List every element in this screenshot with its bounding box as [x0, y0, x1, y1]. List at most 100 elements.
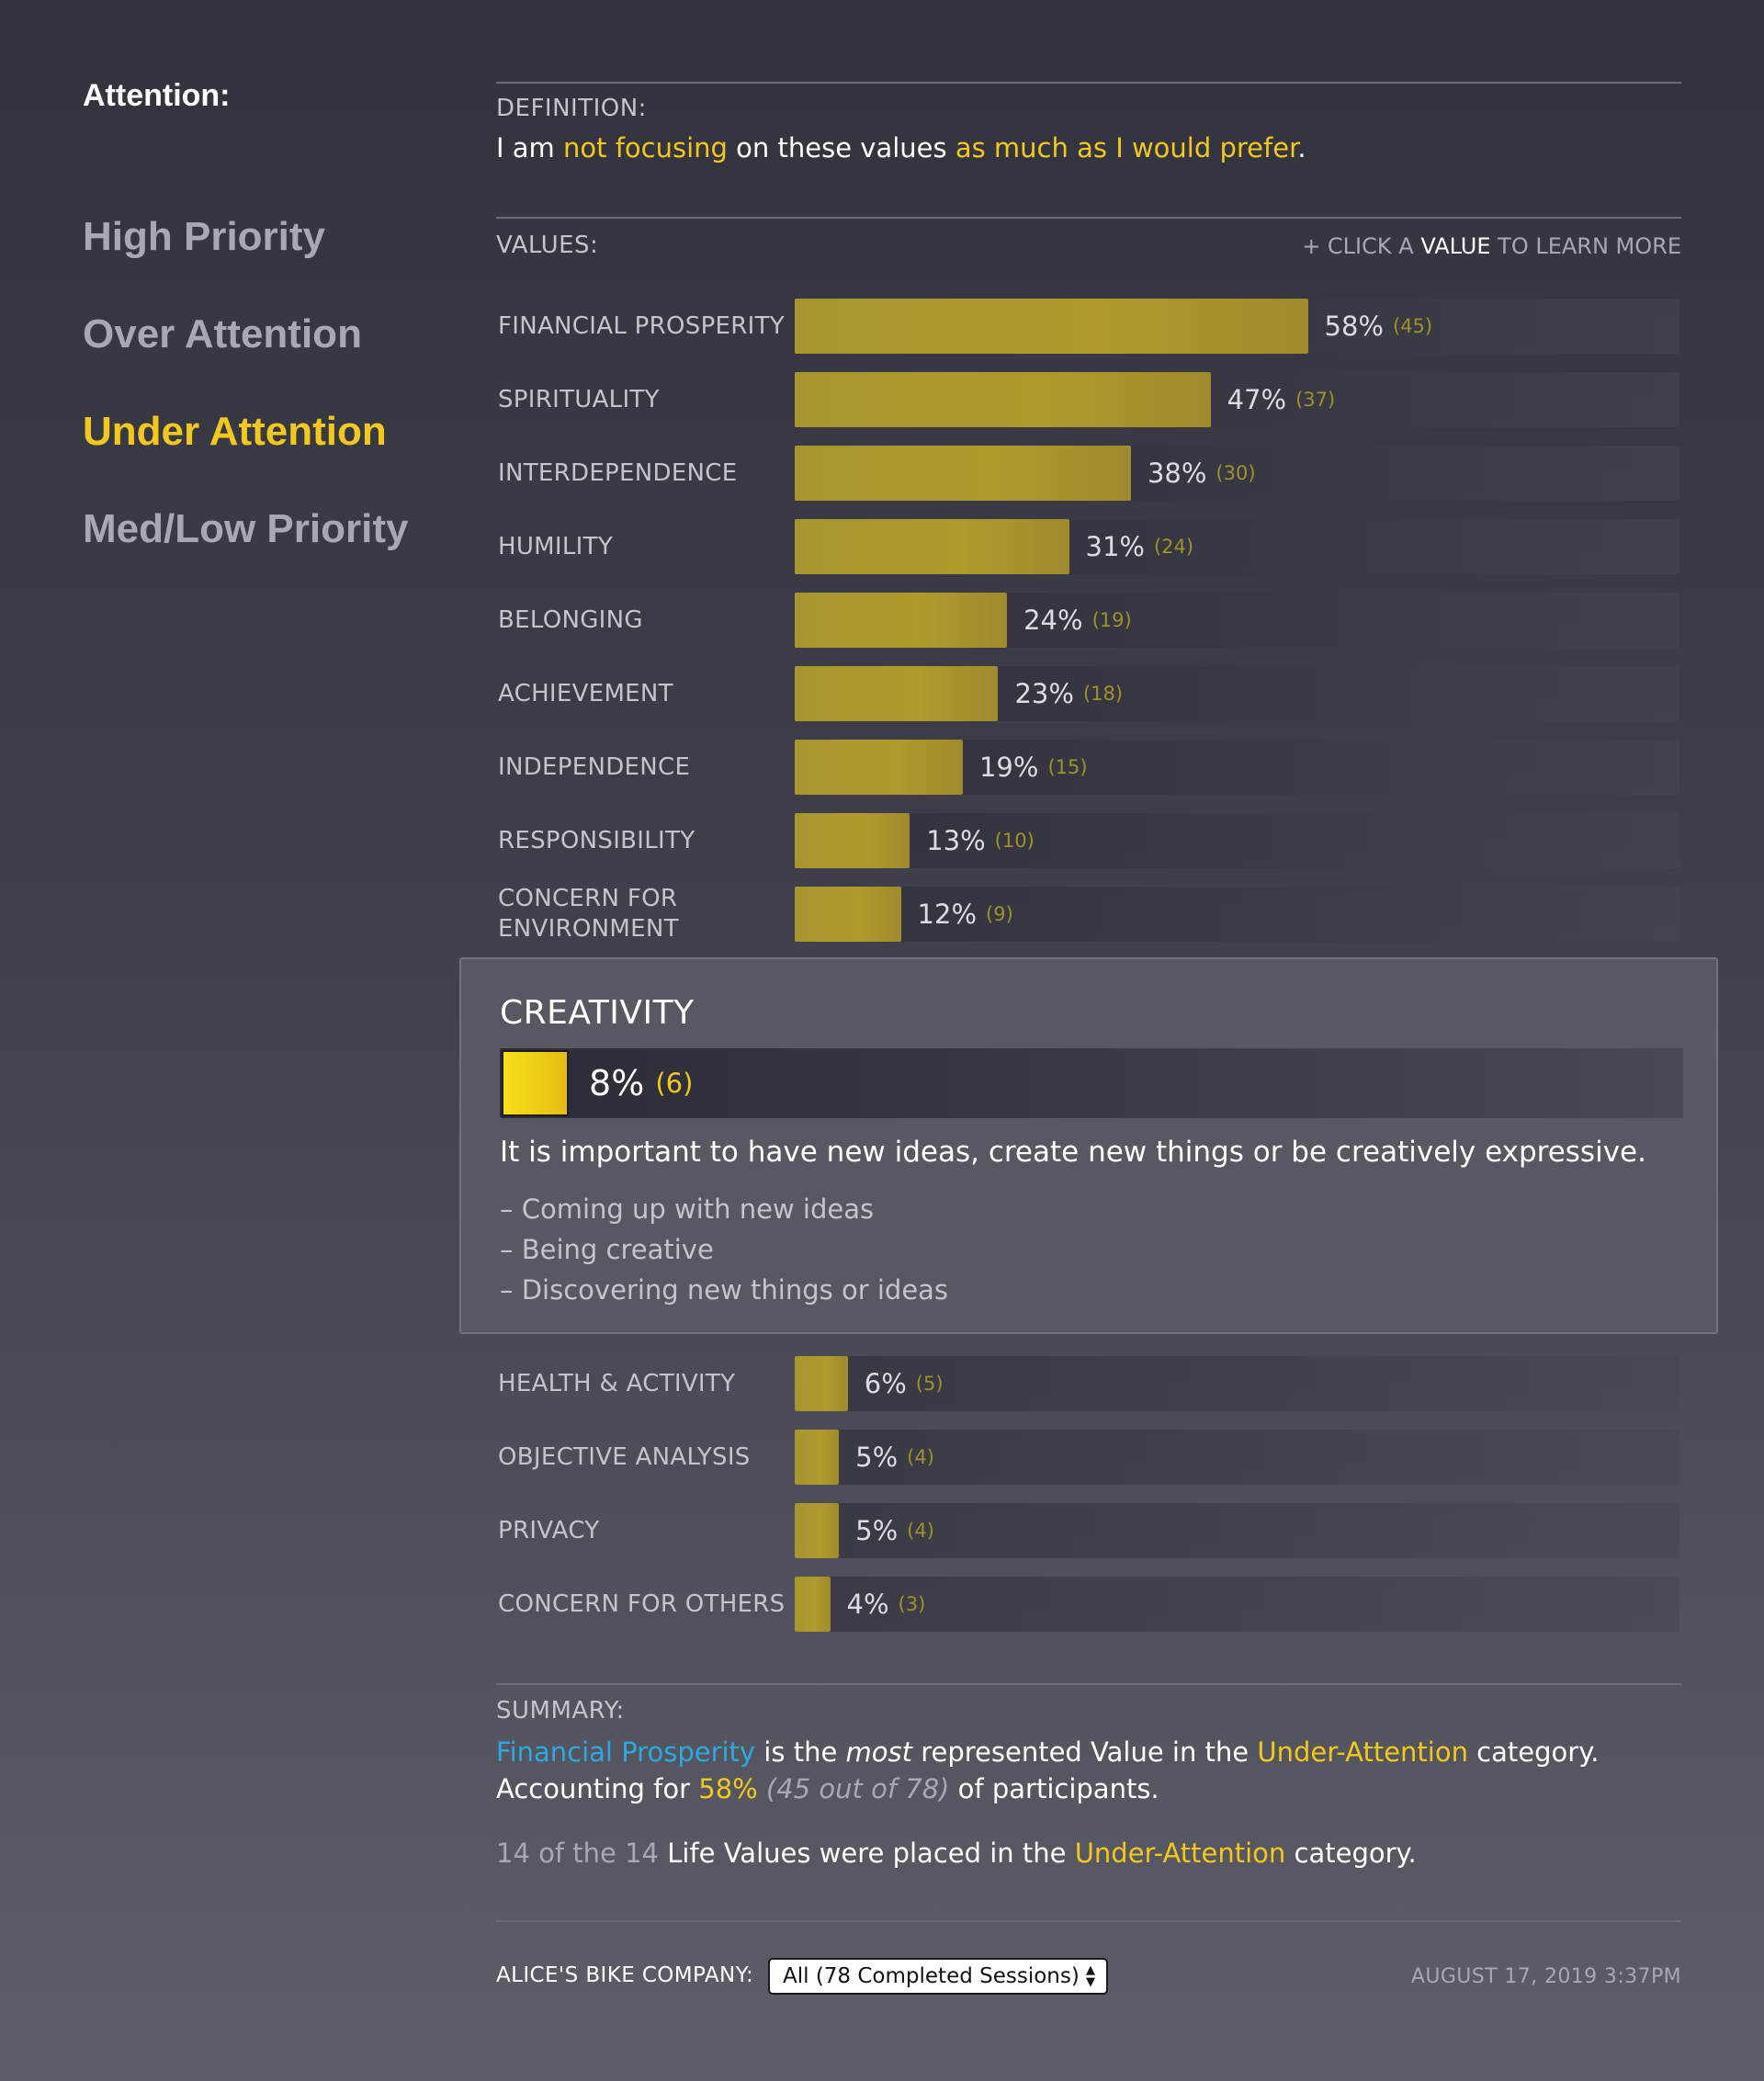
value-row[interactable]: INTERDEPENDENCE 38% (30): [496, 446, 1681, 501]
value-row[interactable]: ACHIEVEMENT 23% (18): [496, 666, 1681, 721]
value-row[interactable]: CONCERN FOR OTHERS 4% (3): [496, 1577, 1681, 1632]
data-label: 23% (18): [1014, 666, 1123, 721]
data-label: 47% (37): [1227, 372, 1336, 427]
value-detail-panel[interactable]: CREATIVITY 8% (6) It is important to have…: [459, 957, 1718, 1334]
percent-label: 47%: [1227, 384, 1287, 415]
count-label: (5): [915, 1373, 944, 1395]
report-date: AUGUST 17, 2019 3:37PM: [1410, 1965, 1681, 1988]
percent-label: 23%: [1014, 678, 1074, 709]
bar: [795, 1503, 840, 1558]
session-select[interactable]: All (78 Completed Sessions) ▲ ▼: [768, 1958, 1108, 1995]
summary-line-3: 14 of the 14 Life Values were placed in …: [496, 1838, 1417, 1869]
count-label: (37): [1295, 389, 1336, 411]
bar-track: 13% (10): [795, 813, 1679, 868]
value-label: HEALTH & ACTIVITY: [498, 1369, 736, 1397]
bar-track: 5% (4): [795, 1430, 1679, 1485]
bar: [795, 813, 910, 868]
count-label: (4): [907, 1446, 934, 1468]
bar: [795, 887, 901, 942]
detail-description: It is important to have new ideas, creat…: [500, 1136, 1646, 1169]
count-label: (45): [1393, 315, 1433, 337]
bar: [795, 1430, 840, 1485]
value-label: RESPONSIBILITY: [498, 826, 695, 854]
data-label: 38% (30): [1148, 446, 1256, 501]
percent-label: 24%: [1023, 605, 1083, 636]
value-label: PRIVACY: [498, 1516, 600, 1544]
data-label: 6% (5): [865, 1356, 944, 1411]
bar-track: 58% (45): [795, 299, 1679, 354]
nav-med-low-priority[interactable]: Med/Low Priority: [83, 506, 409, 551]
divider: [496, 1920, 1681, 1922]
data-label: 31% (24): [1086, 519, 1194, 574]
value-label: HUMILITY: [498, 532, 613, 560]
value-row[interactable]: OBJECTIVE ANALYSIS 5% (4): [496, 1430, 1681, 1485]
value-row[interactable]: PRIVACY 5% (4): [496, 1503, 1681, 1558]
definition-label: DEFINITION:: [496, 95, 647, 122]
percent-label: 13%: [926, 825, 986, 856]
data-label: 13% (10): [926, 813, 1035, 868]
summary-top-value-link[interactable]: Financial Prosperity: [496, 1736, 756, 1768]
percent-label: 5%: [855, 1442, 899, 1473]
bar: [795, 1356, 848, 1411]
definition-text: I am not focusing on these values as muc…: [496, 132, 1306, 164]
value-row[interactable]: SPIRITUALITY 47% (37): [496, 372, 1681, 427]
values-label: VALUES:: [496, 232, 599, 259]
value-label: FINANCIAL PROSPERITY: [498, 311, 785, 340]
value-row[interactable]: FINANCIAL PROSPERITY 58% (45): [496, 299, 1681, 354]
bar-track: 19% (15): [795, 740, 1679, 795]
data-label: 5% (4): [855, 1503, 934, 1558]
bar-track: 23% (18): [795, 666, 1679, 721]
percent-label: 19%: [978, 752, 1039, 783]
bar-track: 5% (4): [795, 1503, 1679, 1558]
value-label: CONCERN FOR ENVIRONMENT: [498, 885, 679, 943]
learn-more-hint: + CLICK A VALUE TO LEARN MORE: [1302, 233, 1681, 259]
value-row[interactable]: INDEPENDENCE 19% (15): [496, 740, 1681, 795]
company-label: ALICE'S BIKE COMPANY:: [496, 1963, 754, 1987]
data-label: 19% (15): [979, 740, 1088, 795]
data-label: 5% (4): [855, 1430, 934, 1485]
percent-label: 4%: [846, 1589, 889, 1620]
bar-track: 4% (3): [795, 1577, 1679, 1632]
nav-under-attention[interactable]: Under Attention: [83, 409, 387, 454]
value-label: OBJECTIVE ANALYSIS: [498, 1442, 751, 1471]
summary-line-2: Accounting for 58% (45 out of 78) of par…: [496, 1773, 1159, 1804]
bar-track: 12% (9): [795, 887, 1679, 942]
select-arrows-icon: ▲ ▼: [1086, 1963, 1095, 1989]
bar-track: 31% (24): [795, 519, 1679, 574]
value-label: BELONGING: [498, 605, 643, 634]
value-row[interactable]: CONCERN FOR ENVIRONMENT 12% (9): [496, 885, 1681, 943]
value-row[interactable]: BELONGING 24% (19): [496, 593, 1681, 648]
detail-bullets: – Coming up with new ideas – Being creat…: [500, 1189, 948, 1310]
bar: [795, 299, 1308, 354]
count-label: (4): [907, 1520, 934, 1542]
bar: [795, 740, 963, 795]
percent-label: 5%: [855, 1515, 899, 1546]
detail-title: CREATIVITY: [500, 994, 695, 1032]
divider: [496, 1683, 1681, 1685]
count-label: (18): [1082, 683, 1124, 705]
value-row[interactable]: RESPONSIBILITY 13% (10): [496, 813, 1681, 868]
percent-label: 31%: [1085, 531, 1145, 562]
count-label: (10): [994, 830, 1035, 852]
value-label: SPIRITUALITY: [498, 385, 660, 413]
count-label: (3): [898, 1593, 926, 1615]
value-label: ACHIEVEMENT: [498, 679, 673, 707]
count-label: (15): [1047, 756, 1088, 778]
value-row[interactable]: HUMILITY 31% (24): [496, 519, 1681, 574]
bar: [795, 372, 1211, 427]
sidebar-heading: Attention:: [83, 78, 231, 113]
percent-label: 6%: [864, 1368, 907, 1399]
nav-high-priority[interactable]: High Priority: [83, 214, 326, 259]
data-label: 4% (3): [847, 1577, 926, 1632]
value-row[interactable]: HEALTH & ACTIVITY 6% (5): [496, 1356, 1681, 1411]
bar-track: 6% (5): [795, 1356, 1679, 1411]
bar: [795, 666, 999, 721]
bar-track: 24% (19): [795, 593, 1679, 648]
data-label: 58% (45): [1325, 299, 1433, 354]
data-label: 24% (19): [1023, 593, 1132, 648]
bar-track: 47% (37): [795, 372, 1679, 427]
nav-over-attention[interactable]: Over Attention: [83, 311, 362, 356]
bar: [795, 593, 1008, 648]
bar: [795, 519, 1069, 574]
percent-label: 38%: [1147, 458, 1207, 489]
